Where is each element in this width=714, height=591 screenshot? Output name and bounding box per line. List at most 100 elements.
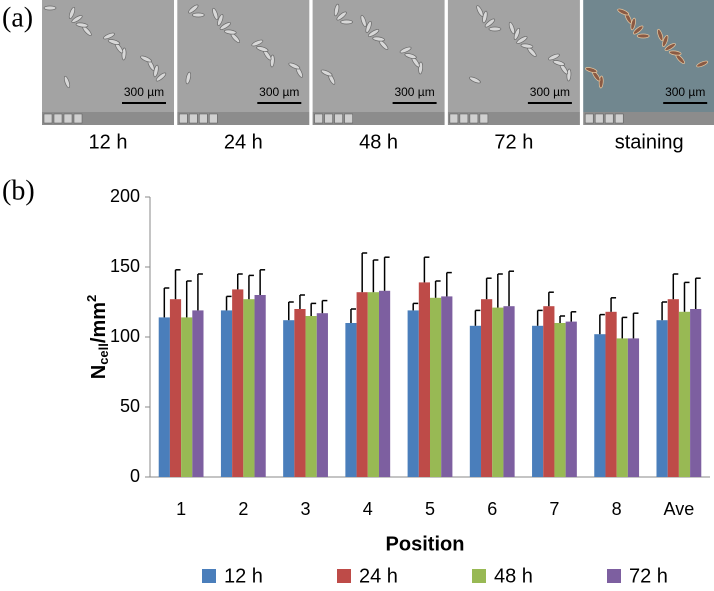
strip-square xyxy=(334,113,343,124)
strip-square xyxy=(604,113,614,124)
y-tick-label: 200 xyxy=(110,186,140,206)
cell xyxy=(516,36,528,44)
panel-label: (a) xyxy=(2,2,33,33)
y-tick-label: 100 xyxy=(110,326,140,346)
bar xyxy=(656,320,668,477)
scale-bar-label: 300 µm xyxy=(394,85,434,99)
bar xyxy=(594,334,606,477)
cell xyxy=(103,32,115,40)
cell xyxy=(696,60,709,68)
x-tick-label: 2 xyxy=(238,499,248,519)
bar xyxy=(294,309,306,477)
strip-square xyxy=(469,113,479,124)
strip-square xyxy=(189,113,198,124)
micrograph xyxy=(42,0,174,112)
bar xyxy=(345,323,357,477)
scale-bar-label: 300 µm xyxy=(665,85,705,99)
bar xyxy=(543,306,555,477)
y-tick-label: 50 xyxy=(120,396,140,416)
x-tick-label: 7 xyxy=(549,499,559,519)
cell xyxy=(68,6,76,20)
x-tick-label: Ave xyxy=(664,499,695,519)
y-tick-label: 0 xyxy=(130,466,140,486)
strip-square xyxy=(449,113,459,124)
strip-square xyxy=(73,113,83,124)
image-caption: staining xyxy=(615,131,684,153)
strip-square xyxy=(209,113,218,124)
cell xyxy=(336,11,347,21)
strip-square xyxy=(614,113,624,124)
cell xyxy=(668,50,682,56)
image-caption: 24 h xyxy=(224,131,263,153)
cell xyxy=(185,71,191,85)
cell xyxy=(585,67,598,73)
strip-square xyxy=(594,113,604,124)
strip-square xyxy=(199,113,208,124)
strip-square xyxy=(324,113,333,124)
bar xyxy=(316,313,328,477)
cell xyxy=(617,8,630,16)
bar xyxy=(616,338,628,477)
cell xyxy=(219,22,231,30)
bar xyxy=(469,325,482,477)
bar xyxy=(532,325,544,477)
x-tick-label: 6 xyxy=(487,499,497,519)
cell xyxy=(365,20,372,34)
bar xyxy=(378,290,391,477)
strip-square xyxy=(584,113,594,124)
bar xyxy=(232,289,244,477)
scale-bar-label: 300 µm xyxy=(124,85,164,99)
y-label-part: /mm xyxy=(88,302,110,343)
cell xyxy=(75,22,89,28)
bar xyxy=(305,316,317,477)
bar xyxy=(605,311,617,477)
bar xyxy=(158,317,170,477)
cell xyxy=(404,53,417,59)
strip-square xyxy=(179,113,188,124)
cell xyxy=(662,34,669,48)
bar xyxy=(220,310,233,477)
cell xyxy=(484,18,496,28)
strip-square xyxy=(314,113,323,124)
x-axis-label: Position xyxy=(386,533,465,555)
cell xyxy=(552,60,566,66)
x-tick-label: 3 xyxy=(301,499,311,519)
y-label-part: N xyxy=(88,365,110,379)
cell xyxy=(657,28,664,42)
bar xyxy=(690,309,702,477)
cell xyxy=(547,53,560,61)
micrograph xyxy=(177,0,310,112)
legend-swatch xyxy=(202,569,216,583)
cell xyxy=(251,39,264,47)
bar xyxy=(441,296,453,477)
cell xyxy=(513,27,521,41)
cell xyxy=(482,10,488,24)
cell xyxy=(633,25,644,35)
cell xyxy=(488,26,502,32)
bar xyxy=(192,310,204,477)
cell xyxy=(224,29,237,35)
bar xyxy=(481,299,493,477)
cell xyxy=(368,29,380,37)
bar xyxy=(367,292,379,477)
bar xyxy=(181,317,193,477)
strip-square xyxy=(459,113,469,124)
bar xyxy=(678,311,691,477)
x-tick-label: 1 xyxy=(176,499,186,519)
cell xyxy=(155,72,167,82)
bar xyxy=(627,338,640,477)
bar xyxy=(254,295,266,477)
scale-bar-label: 300 µm xyxy=(530,85,570,99)
strip-square xyxy=(63,113,73,124)
strip-square xyxy=(479,113,489,124)
bar xyxy=(503,306,515,477)
panel-label: (b) xyxy=(2,175,35,206)
legend-label: 12 h xyxy=(224,565,263,587)
cell xyxy=(217,13,224,27)
bar xyxy=(430,297,442,477)
x-tick-label: 5 xyxy=(425,499,435,519)
x-tick-label: 4 xyxy=(363,499,373,519)
cell xyxy=(288,62,301,70)
bar xyxy=(407,310,419,477)
legend-swatch xyxy=(472,569,486,583)
